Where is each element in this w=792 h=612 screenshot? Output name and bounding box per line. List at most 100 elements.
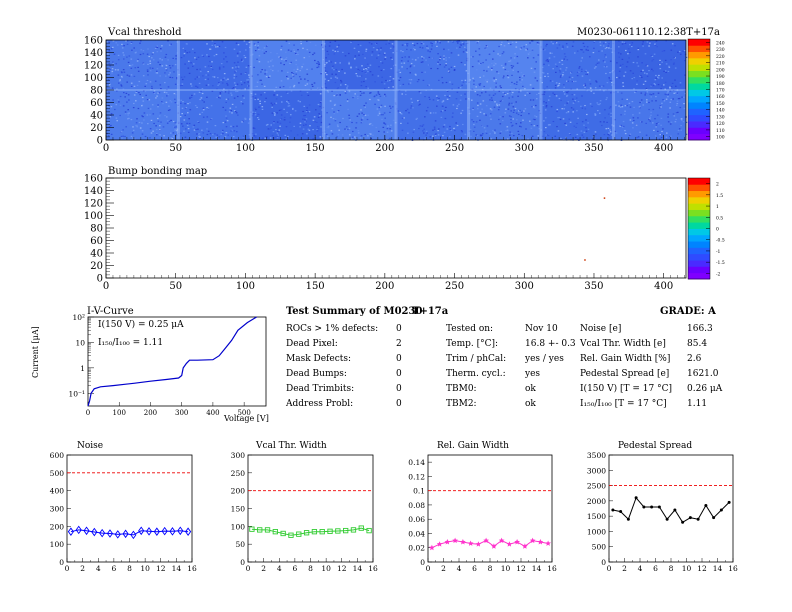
vcal-pixel [672, 113, 675, 115]
vcal-pixel [534, 77, 537, 79]
vcal-pixel [391, 58, 393, 60]
vcal-pixel [180, 99, 182, 101]
vcal-pixel [202, 75, 204, 77]
vcal-pixel [655, 40, 658, 42]
vcal-pixel [542, 72, 545, 74]
vcal-pixel [306, 40, 308, 42]
vcal-pixel [547, 60, 549, 62]
vcal-pixel [580, 105, 582, 107]
vcal-pixel [264, 137, 266, 139]
vcal-width-xtick-label: 8 [308, 564, 313, 573]
vcal-pixel [254, 98, 256, 101]
gain-width-point [483, 537, 489, 543]
vcal-pixel [509, 134, 511, 136]
vcal-pixel [531, 106, 533, 108]
vcal-pixel [152, 52, 154, 54]
vcal-pixel [134, 67, 137, 69]
vcal-pixel [677, 129, 680, 132]
vcal-pixel [558, 84, 560, 86]
gain-width-xtick-label: 4 [457, 564, 462, 573]
vcal-pixel [399, 85, 402, 87]
vcal-pixel [243, 55, 246, 57]
vcal-pixel [657, 64, 660, 66]
vcal-pixel [389, 128, 391, 130]
vcal-pixel [280, 45, 283, 47]
vcal-pixel [652, 93, 655, 95]
vcal-pixel [432, 129, 434, 131]
vcal-pixel [356, 95, 359, 98]
vcal-pixel [152, 113, 155, 115]
vcal-pixel [313, 82, 316, 84]
vcal-pixel [629, 119, 632, 121]
vcal-pixel [472, 77, 474, 79]
vcal-pixel [265, 51, 267, 53]
vcal-pixel [593, 137, 596, 139]
pedestal-point [712, 516, 716, 520]
vcal-pixel [378, 113, 381, 115]
vcal-pixel [618, 77, 621, 79]
vcal-pixel [376, 99, 379, 101]
vcal-pixel [163, 135, 165, 137]
vcal-pixel [421, 125, 424, 127]
vcal-pixel [302, 63, 305, 65]
vcal-palette-label: 180 [716, 81, 725, 87]
vcal-pixel [411, 101, 413, 103]
vcal-pixel [247, 81, 249, 83]
vcal-pixel [398, 79, 401, 81]
vcal-pixel [299, 122, 302, 124]
vcal-pixel [511, 124, 514, 126]
vcal-pixel [357, 132, 360, 134]
vcal-width-point [358, 525, 364, 531]
vcal-pixel [640, 75, 642, 77]
vcal-pixel [637, 117, 639, 119]
vcal-pixel [147, 74, 149, 76]
vcal-pixel [332, 49, 334, 51]
vcal-pixel [348, 114, 350, 116]
vcal-pixel [381, 81, 383, 83]
vcal-pixel [595, 81, 598, 83]
vcal-pixel [307, 80, 309, 82]
vcal-pixel [401, 44, 404, 46]
vcal-pixel [327, 127, 330, 129]
vcal-pixel [222, 129, 224, 131]
pedestal-ytick-label: 2000 [587, 497, 606, 506]
vcal-pixel [555, 71, 557, 73]
vcal-pixel [283, 59, 285, 61]
vcal-pixel [599, 103, 601, 105]
vcal-pixel [146, 70, 149, 72]
summary-right-label: I₁₅₀/I₁₀₀ [T = 17 °C] [580, 399, 667, 409]
vcal-pixel [634, 91, 636, 94]
vcal-pixel [585, 130, 588, 132]
vcal-pixel [658, 138, 661, 140]
vcal-pixel [360, 119, 363, 121]
vcal-pixel [679, 82, 682, 84]
vcal-pixel [170, 43, 172, 45]
vcal-pixel [604, 117, 606, 119]
vcal-pixel [604, 109, 606, 111]
vcal-roc-block [323, 90, 396, 140]
vcal-pixel [608, 137, 611, 139]
vcal-pixel [590, 90, 593, 92]
vcal-pixel [520, 72, 523, 74]
vcal-pixel [380, 104, 383, 106]
bump-palette-cell [688, 190, 710, 198]
vcal-pixel [462, 51, 465, 53]
vcal-pixel [315, 109, 317, 111]
vcal-pixel [193, 93, 196, 95]
vcal-pixel [469, 79, 471, 81]
vcal-pixel [387, 40, 390, 42]
vcal-pixel [591, 138, 594, 140]
vcal-pixel [205, 74, 207, 76]
vcal-pixel [413, 65, 416, 67]
vcal-pixel [295, 71, 298, 73]
vcal-pixel [426, 47, 428, 49]
vcal-pixel [198, 133, 200, 135]
vcal-pixel [336, 94, 338, 96]
vcal-pixel [363, 92, 365, 94]
vcal-pixel [366, 118, 369, 121]
vcal-pixel [510, 65, 513, 67]
vcal-pixel [652, 84, 655, 87]
vcal-pixel [660, 117, 663, 119]
vcal-pixel [305, 124, 307, 126]
